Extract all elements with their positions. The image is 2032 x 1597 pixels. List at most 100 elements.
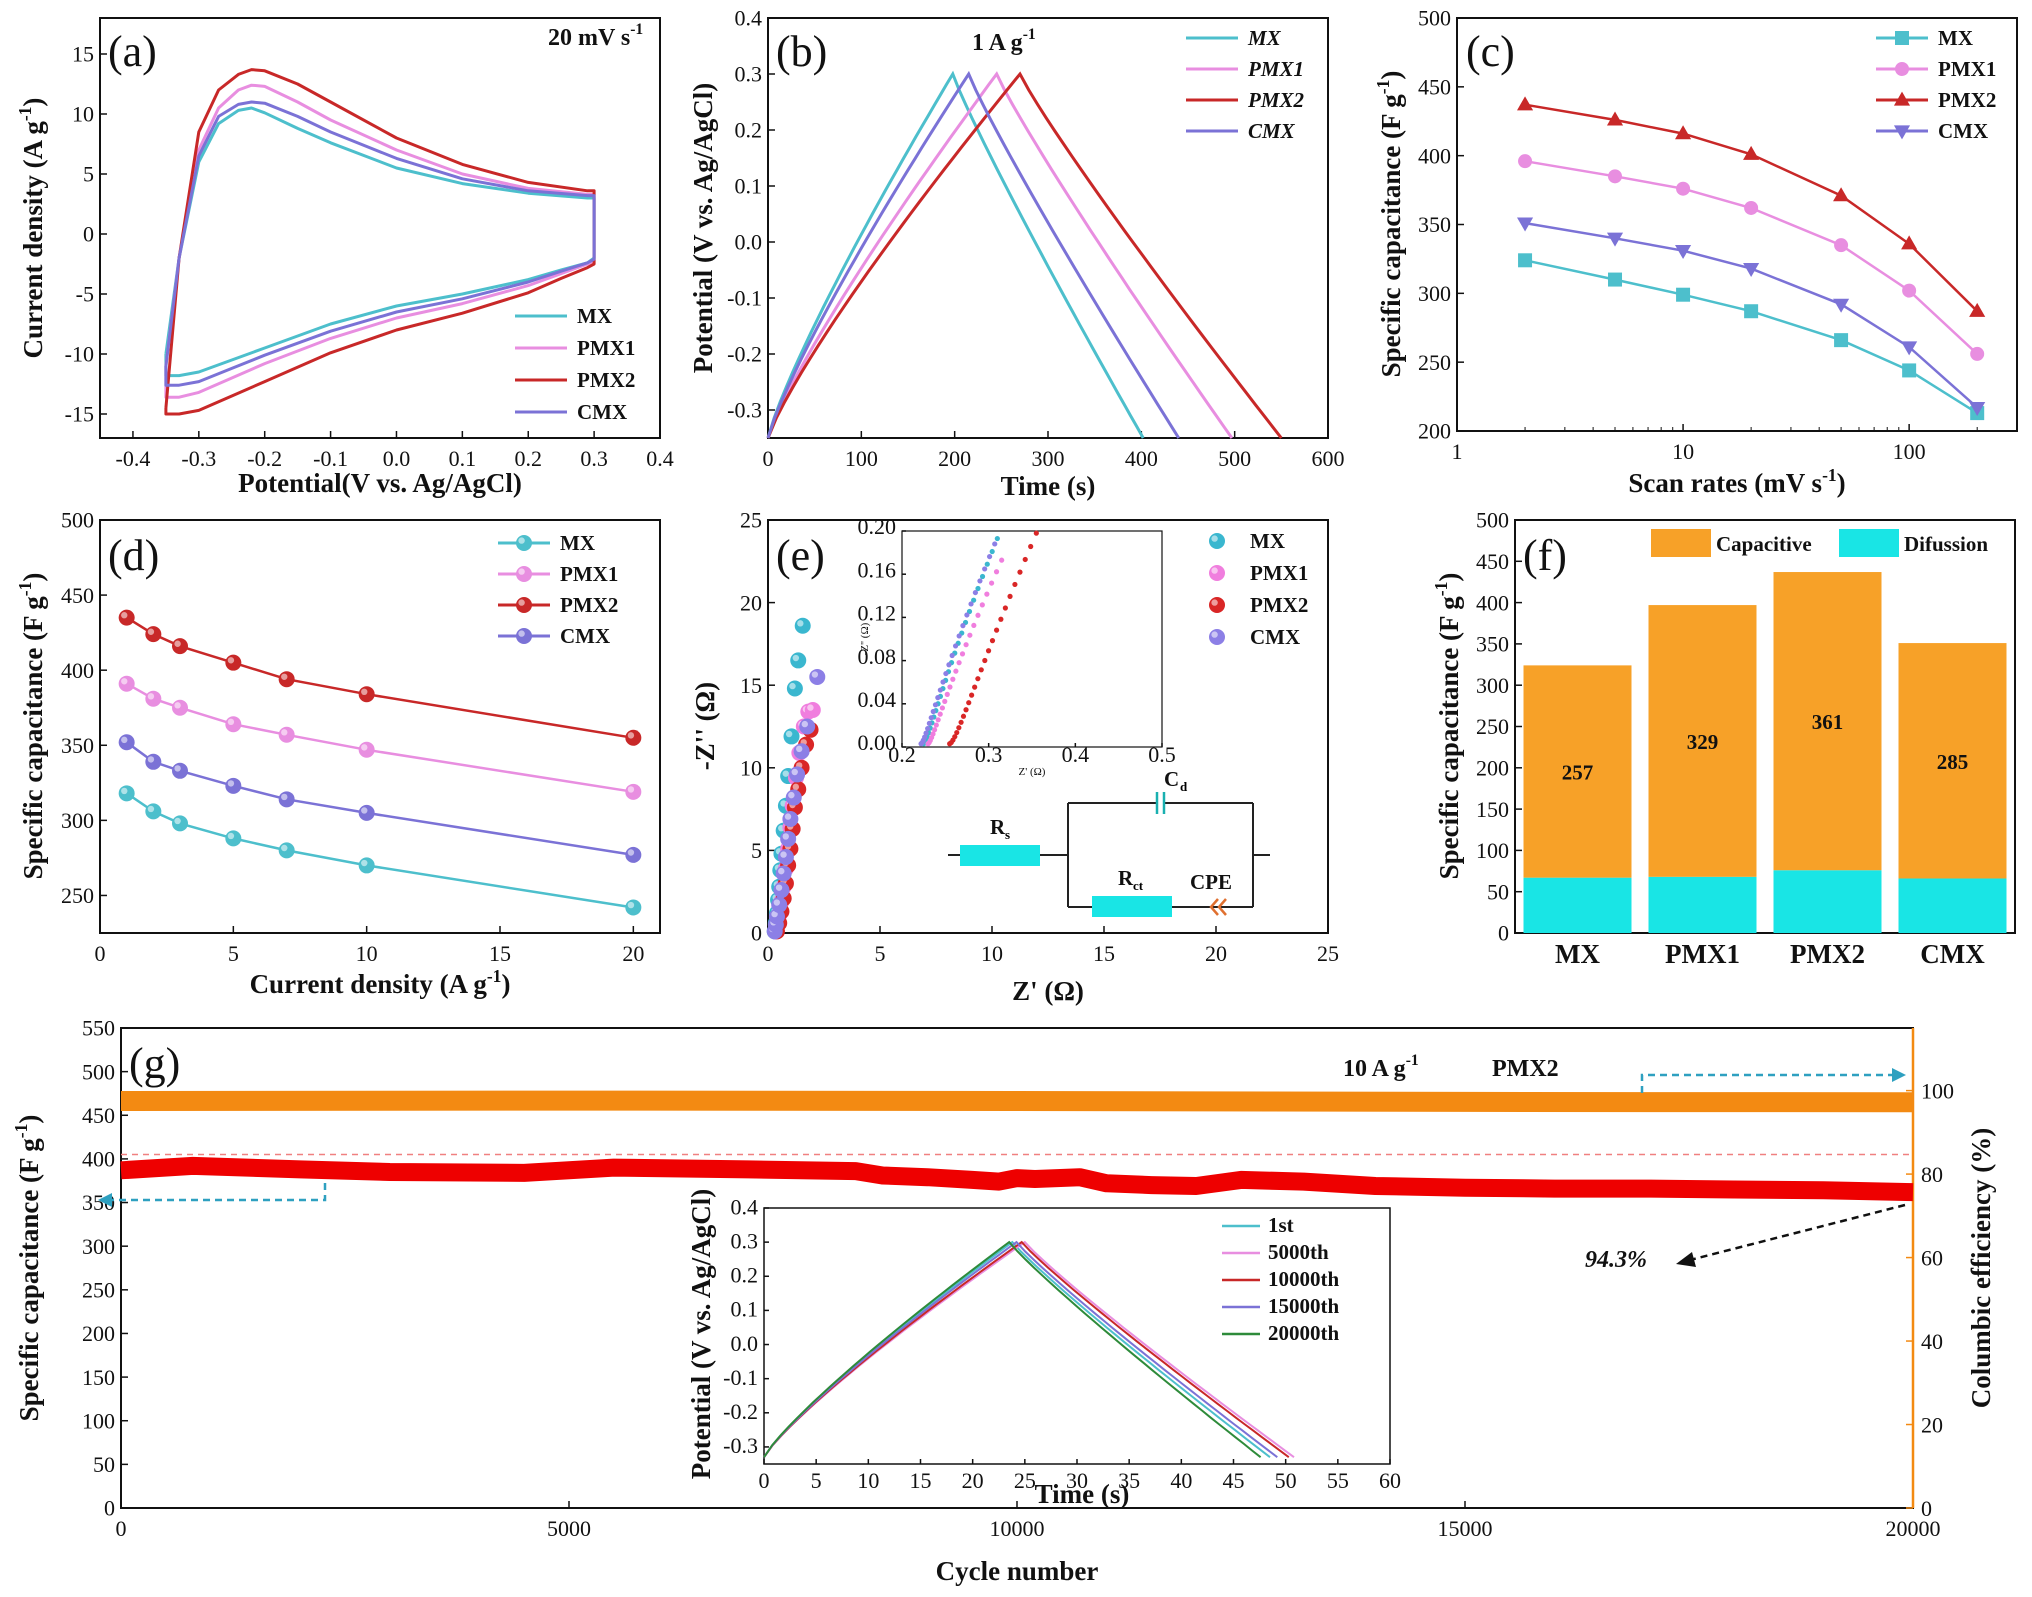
panel-b: 0 100 200 300 400 500 600 -0.3 -0.2 -0.1 0.0 0.1 0.2… <box>688 6 1345 501</box>
point-PMX1 <box>1834 238 1849 253</box>
y-tick-label: 500 <box>1476 508 1509 533</box>
x-tick-label: 0.2 <box>888 742 916 767</box>
y-tick-label: 200 <box>1418 419 1451 444</box>
point-MX-highlight <box>792 654 800 662</box>
line-MX <box>125 792 634 909</box>
point-MX-highlight <box>361 859 368 867</box>
bar-capacitive <box>1898 643 2007 879</box>
x-tick-label: -0.2 <box>247 446 282 471</box>
y-tick-label: 300 <box>82 1234 115 1259</box>
y-tick-label: 0.0 <box>735 230 763 255</box>
point-PMX1 <box>145 690 162 707</box>
y-tick-label: 0.00 <box>858 730 897 755</box>
point-MX <box>1676 287 1691 302</box>
legend-marker-highlight <box>1211 599 1218 606</box>
y-tick-label: -0.3 <box>727 398 762 423</box>
point-CMX <box>1675 245 1692 260</box>
inset-point-PMX2 <box>975 676 981 682</box>
y-tick-label: -0.1 <box>723 1365 758 1390</box>
point-PMX1 <box>1744 200 1759 215</box>
inset-point-PMX2 <box>998 616 1004 622</box>
inset-gcd-1st <box>763 1240 1271 1458</box>
panel-f: 0 50 100 150 200 250 300 350 400 450 500 257 MX 329 PM… <box>1431 508 2016 969</box>
gcd-curve-PMX2 <box>766 71 1283 439</box>
x-tick-label: 25 <box>1317 941 1339 966</box>
legend-label: PMX1 <box>1247 57 1304 81</box>
inset-gcd-15000th <box>763 1240 1278 1458</box>
inset-point-PMX2 <box>956 725 962 731</box>
inset-point-PMX1 <box>975 612 981 618</box>
x-tick-label: PMX1 <box>1665 939 1740 969</box>
point-CMX <box>780 830 797 847</box>
inset-point-PMX1 <box>959 651 966 657</box>
inset-point-PMX2 <box>989 638 996 644</box>
inset-point-CMX <box>923 730 929 736</box>
inset-point-PMX1 <box>963 642 969 648</box>
point-PMX2 <box>1969 302 1986 317</box>
panel-g: 0 5000 10000 15000 2000005010015020025030035… <box>11 1016 1996 1586</box>
y2-tick-label: 40 <box>1921 1329 1943 1354</box>
inset-point-CMX <box>935 695 941 701</box>
inset-point-PMX1 <box>950 676 956 682</box>
inset-point-MX <box>979 573 986 580</box>
point-PMX2-highlight <box>361 688 368 696</box>
legend-swatch <box>1839 529 1899 557</box>
point-CMX-highlight <box>788 791 795 799</box>
bar-value-label: 257 <box>1562 761 1594 785</box>
legend-marker <box>516 597 532 613</box>
y-tick-label: 50 <box>1487 879 1509 904</box>
inset-point-PMX2 <box>972 684 978 690</box>
bar-capacitive <box>1648 605 1757 877</box>
point-PMX1 <box>118 675 135 692</box>
point-MX-highlight <box>227 832 235 840</box>
retention-arrow <box>1689 1203 1906 1262</box>
point-PMX1 <box>1902 283 1917 298</box>
x-tick-label: 5000 <box>547 1516 591 1541</box>
x-tick-label: 40 <box>1170 1468 1192 1493</box>
point-MX <box>786 680 803 697</box>
legend-label: PMX2 <box>1938 88 1996 112</box>
inset-point-PMX2 <box>1017 569 1023 575</box>
x-tick-label: 600 <box>1312 446 1345 471</box>
legend-label: CMX <box>577 400 627 424</box>
y-axis-label: Specific capacitance (F g-1) <box>11 1115 44 1422</box>
x-tick-label: 10000 <box>990 1516 1045 1541</box>
inset-point-PMX2 <box>1007 593 1013 599</box>
legend-label: 20000th <box>1268 1321 1339 1345</box>
cd-label: C <box>1164 767 1179 791</box>
point-CMX <box>1743 262 1760 277</box>
inset-point-CMX <box>964 612 970 618</box>
legend-label: MX <box>560 531 595 555</box>
inset-point-CMX <box>949 652 955 659</box>
inset-point-PMX2 <box>1022 556 1028 563</box>
legend-label: Capacitive <box>1716 532 1812 556</box>
point-PMX2 <box>1675 125 1692 140</box>
cpe-element <box>1209 898 1227 916</box>
panel-label: (d) <box>108 531 159 580</box>
legend-label: MX <box>577 304 612 328</box>
point-CMX <box>789 766 806 783</box>
y-tick-label: 0.4 <box>735 6 763 31</box>
line-PMX1 <box>126 682 634 794</box>
plot-frame <box>767 519 1329 934</box>
x-tick-label: 200 <box>938 446 971 471</box>
x-tick-label: 0 <box>116 1516 127 1541</box>
inset-point-CMX <box>937 687 943 693</box>
point-PMX2 <box>625 729 642 746</box>
y-axis-label: -Z'' (Ω) <box>690 682 720 770</box>
y-tick-label: 350 <box>1476 632 1509 657</box>
x-axis-label: Time (s) <box>1001 471 1096 501</box>
y-tick-label: 400 <box>1418 143 1451 168</box>
inset-y-label: Potential (V vs. Ag/AgCl) <box>686 1189 716 1480</box>
inset-point-CMX <box>926 720 932 726</box>
point-CMX <box>773 882 790 899</box>
bar-difussion <box>1898 878 2007 933</box>
rs-subscript: s <box>1005 827 1010 842</box>
point-PMX1 <box>1518 154 1533 169</box>
legend-label: PMX1 <box>560 562 618 586</box>
x-tick-label: 10 <box>356 941 378 966</box>
rs-label: R <box>990 815 1006 839</box>
current-density-note: 10 A g-1 <box>1343 1052 1419 1082</box>
y-tick-label: 500 <box>61 508 94 533</box>
